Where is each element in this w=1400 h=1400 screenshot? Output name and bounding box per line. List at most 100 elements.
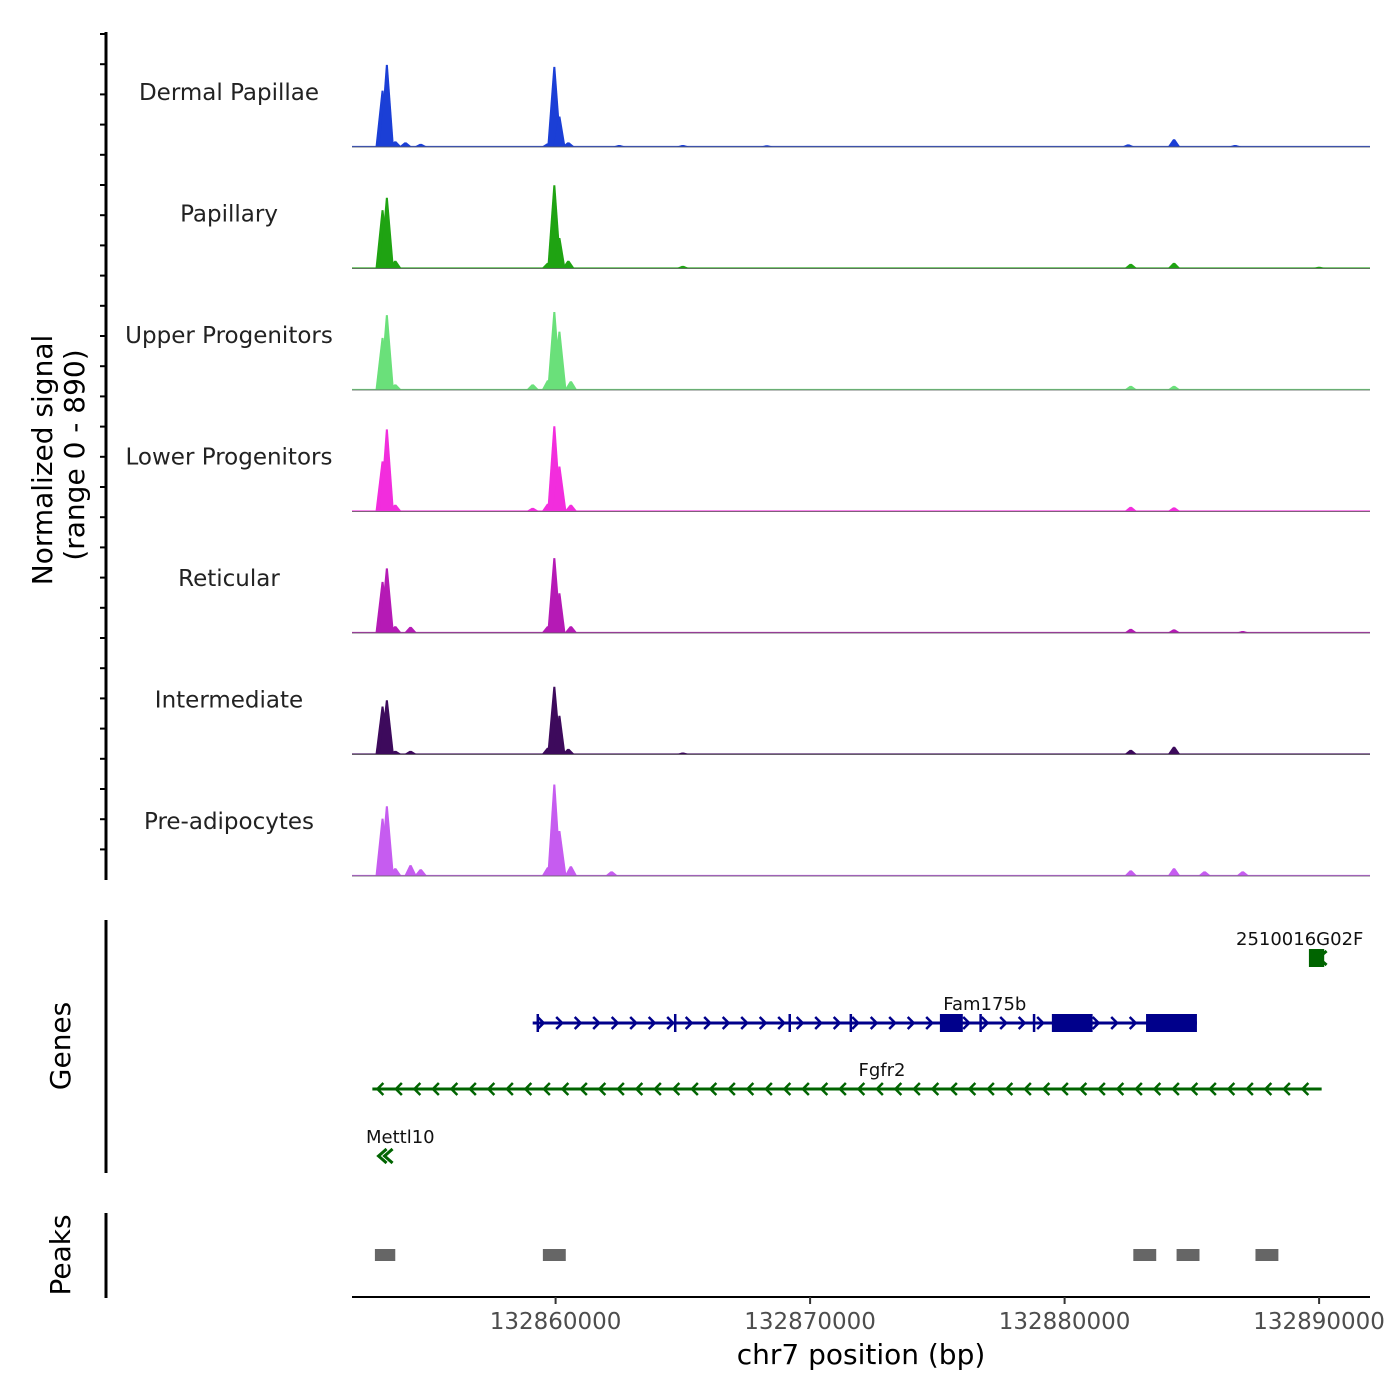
track-lower-progenitors: Lower Progenitors [126, 426, 1370, 512]
strand-arrow [1078, 1082, 1088, 1096]
x-axis-title: chr7 position (bp) [737, 1338, 986, 1371]
coverage-peak [1168, 139, 1181, 147]
strand-arrow [592, 1016, 601, 1030]
strand-arrow [684, 1016, 694, 1030]
coverage-peak [1124, 628, 1137, 633]
strand-arrow [597, 1082, 607, 1096]
track-dermal-papillae: Dermal Papillae [139, 64, 1370, 148]
strand-arrow [486, 1082, 496, 1096]
coverage-peak [1122, 144, 1135, 147]
strand-arrow [999, 1016, 1008, 1030]
strand-arrow [573, 1016, 583, 1030]
genes-panel-label: Genes [44, 1002, 77, 1090]
peak-regions [374, 1249, 1279, 1261]
coverage-peak [605, 871, 618, 876]
strand-arrow [629, 1016, 638, 1030]
strand-arrow [375, 1082, 385, 1096]
x-tick-label: 132890000 [1253, 1309, 1385, 1335]
coverage-peak [389, 868, 402, 876]
strand-arrow [1208, 1082, 1217, 1096]
strand-arrow [782, 1082, 792, 1096]
track-label: Papillary [180, 202, 278, 228]
strand-arrow [1171, 1082, 1180, 1096]
track-pre-adipocytes: Pre-adipocytes [144, 784, 1370, 877]
coverage-peak [389, 141, 402, 147]
strand-arrow [542, 1082, 551, 1096]
coverage-peak [552, 831, 567, 876]
track-upper-progenitors: Upper Progenitors [125, 311, 1370, 391]
strand-arrow [634, 1082, 644, 1096]
track-papillary: Papillary [180, 185, 1370, 269]
strand-arrow [801, 1082, 810, 1096]
strand-arrow [703, 1016, 712, 1030]
strand-arrow [449, 1082, 459, 1096]
strand-arrow [1282, 1082, 1291, 1096]
peak-region [1255, 1249, 1279, 1261]
coverage-peak [1229, 144, 1242, 147]
coverage-peak [526, 384, 539, 390]
coverage-peak [1313, 266, 1326, 268]
strand-arrow [851, 1016, 860, 1030]
coverage-peak [552, 466, 567, 511]
strand-arrow [962, 1016, 971, 1030]
coverage-peak [1168, 385, 1181, 390]
track-intermediate: Intermediate [155, 686, 1370, 755]
strand-arrow [1091, 1016, 1101, 1030]
strand-arrow [579, 1082, 588, 1096]
coverage-peak [676, 265, 689, 268]
coverage-peak [564, 626, 577, 633]
strand-arrow [671, 1082, 681, 1096]
strand-arrow [740, 1016, 749, 1030]
coverage-peak [379, 429, 394, 511]
coverage-peak [564, 504, 577, 511]
strand-arrow [653, 1082, 662, 1096]
gene-mettl10: Mettl10 [366, 1127, 435, 1165]
peak-region [542, 1249, 566, 1261]
strand-arrow [745, 1082, 755, 1096]
coverage-peak [1168, 746, 1181, 754]
strand-arrow [1110, 1016, 1119, 1030]
exon [939, 1014, 963, 1032]
coverage-peak [553, 238, 566, 268]
coverage-peak [760, 145, 773, 147]
strand-arrow [412, 1082, 422, 1096]
strand-arrow [1263, 1082, 1273, 1096]
strand-arrow [727, 1082, 736, 1096]
coverage-peak [613, 144, 626, 147]
peak-region [374, 1249, 396, 1261]
peak-region [1176, 1249, 1200, 1261]
strand-arrow [869, 1016, 879, 1030]
coverage-peak [404, 750, 417, 754]
strand-arrow [1041, 1082, 1051, 1096]
coverage-y-ticks [100, 33, 106, 851]
coverage-peak [1168, 262, 1181, 268]
strand-arrow [690, 1082, 699, 1096]
gene-label: 2510016G02F [1236, 929, 1363, 950]
coverage-peak [564, 381, 577, 390]
strand-arrow [394, 1082, 403, 1096]
coverage-peak [562, 260, 575, 268]
coverage-peak [389, 260, 402, 268]
x-tick-label: 132860000 [490, 1309, 622, 1335]
coverage-peak [379, 700, 394, 754]
x-axis-ticks: 132860000 132870000 132880000 132890000 [490, 1297, 1385, 1335]
coverage-peak [564, 866, 577, 876]
strand-arrow [819, 1082, 829, 1096]
coverage-peak [399, 142, 412, 147]
coverage-peak [379, 315, 394, 390]
strand-arrow [1060, 1082, 1069, 1096]
coverage-peak [1124, 263, 1137, 268]
strand-arrow [1134, 1082, 1143, 1096]
y-axis-title-line2: (range 0 - 890) [58, 349, 91, 560]
coverage-peak [404, 865, 417, 876]
track-label: Dermal Papillae [139, 80, 319, 106]
strand-arrow [721, 1016, 731, 1030]
strand-arrow [930, 1082, 940, 1096]
strand-arrow [875, 1082, 884, 1096]
coverage-peak [553, 715, 566, 754]
strand-arrow [1226, 1082, 1236, 1096]
strand-arrow [536, 1016, 546, 1030]
strand-arrow [856, 1082, 866, 1096]
strand-arrow [1017, 1016, 1027, 1030]
coverage-peak [379, 197, 394, 268]
